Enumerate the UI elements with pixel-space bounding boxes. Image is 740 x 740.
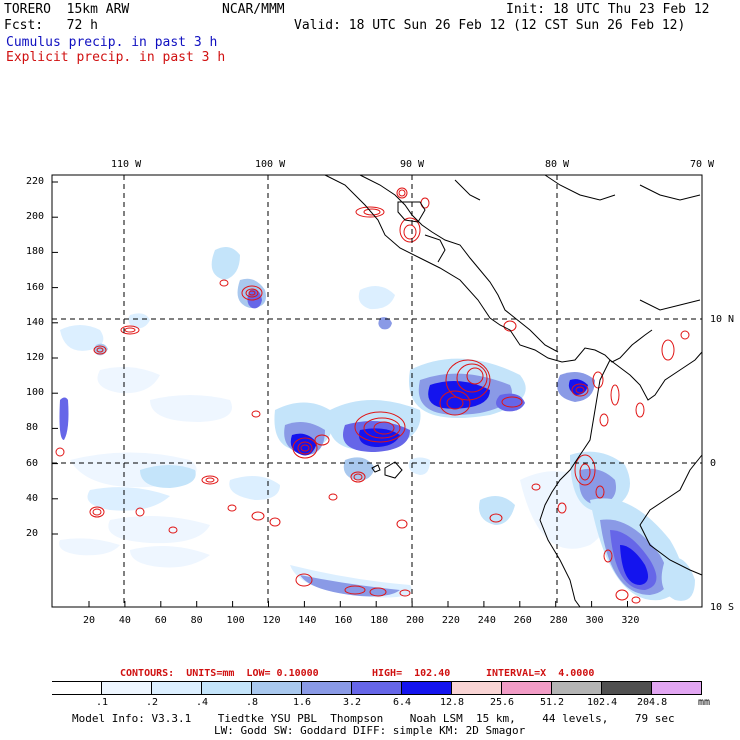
lon-label-110w: 110 W (111, 159, 142, 170)
x-tick-label: 240 (477, 615, 496, 626)
legend-label: 51.2 (540, 697, 565, 708)
x-tick-label: 20 (83, 615, 96, 626)
y-tick-label: 160 (26, 281, 45, 293)
legend-swatch (302, 682, 352, 694)
legend-swatch (452, 682, 502, 694)
lon-label-100w: 100 W (255, 159, 286, 170)
legend-swatch (252, 682, 302, 694)
x-tick-label: 300 (585, 615, 604, 626)
x-tick-label: 220 (441, 615, 460, 626)
legend-swatch (352, 682, 402, 694)
y-tick-label: 40 (26, 492, 39, 504)
explicit-field-label: Explicit precip. in past 3 h (6, 50, 226, 65)
x-tick-label: 260 (513, 615, 532, 626)
coastlines (324, 174, 703, 608)
forecast-hour: Fcst: 72 h (4, 18, 98, 33)
y-tick-label: 20 (26, 528, 39, 539)
y-tick-label: 80 (26, 422, 39, 434)
lat-label-10n: 10 N (710, 314, 735, 325)
legend-swatch (102, 682, 152, 694)
axis-ticks (52, 181, 628, 607)
legend-unit: mm (698, 697, 711, 708)
legend-label: 25.6 (490, 697, 515, 708)
x-tick-label: 160 (334, 615, 353, 626)
valid-time: Valid: 18 UTC Sun 26 Feb 12 (12 CST Sun … (294, 18, 686, 33)
legend-label: .1 (96, 697, 109, 708)
physics-info: LW: Godd SW: Goddard DIFF: simple KM: 2D… (214, 724, 526, 737)
y-tick-label: 200 (26, 211, 45, 223)
y-tick-label: 60 (26, 457, 39, 469)
lat-label-equator: 0 (710, 458, 717, 469)
legend-swatch (602, 682, 652, 694)
x-tick-label: 60 (154, 615, 167, 626)
legend-label: 102.4 (587, 697, 618, 708)
y-tick-label: 180 (26, 246, 45, 258)
cumulus-precip-areas (59, 246, 695, 601)
y-tick-label: 100 (26, 387, 45, 399)
legend-swatch (652, 682, 702, 694)
model-title: TORERO 15km ARW (4, 2, 130, 17)
legend-swatch (52, 682, 102, 694)
graticule (52, 175, 702, 607)
legend-label: 12.8 (440, 697, 465, 708)
legend-label: 1.6 (293, 697, 312, 708)
organization-label: NCAR/MMM (222, 2, 285, 17)
cumulus-field-label: Cumulus precip. in past 3 h (6, 35, 218, 50)
legend-label: .8 (246, 697, 259, 708)
legend-swatch (552, 682, 602, 694)
legend-swatch (202, 682, 252, 694)
legend-label: .4 (196, 697, 209, 708)
y-tick-label: 220 (26, 176, 45, 187)
plot-frame (51, 174, 703, 608)
init-time: Init: 18 UTC Thu 23 Feb 12 (506, 2, 710, 17)
y-tick-label: 120 (26, 352, 45, 363)
contour-high: HIGH= 102.40 (372, 668, 451, 679)
x-tick-label: 280 (549, 615, 568, 626)
legend-swatch (502, 682, 552, 694)
x-tick-label: 200 (406, 615, 425, 626)
contour-interval: INTERVAL=X 4.0000 (486, 668, 595, 679)
legend-label: .2 (146, 697, 159, 708)
explicit-precip-contours (55, 187, 690, 604)
lon-label-90w: 90 W (400, 159, 425, 170)
lat-label-10s: 10 S (710, 602, 735, 613)
legend-swatch (152, 682, 202, 694)
x-tick-label: 100 (226, 615, 245, 626)
x-tick-label: 140 (298, 615, 317, 626)
contour-units: CONTOURS: UNITS=mm LOW= 0.10000 (120, 668, 319, 679)
x-tick-label: 120 (262, 615, 281, 626)
lon-label-80w: 80 W (545, 159, 570, 170)
x-tick-label: 40 (118, 615, 131, 626)
legend-label: 6.4 (393, 697, 412, 708)
legend-label: 3.2 (343, 697, 362, 708)
x-tick-label: 180 (370, 615, 389, 626)
legend-swatch (402, 682, 452, 694)
x-tick-label: 320 (621, 615, 640, 626)
legend-label: 204.8 (637, 697, 668, 708)
y-tick-label: 140 (26, 316, 45, 328)
lon-label-70w: 70 W (690, 159, 715, 170)
model-info: Model Info: V3.3.1 Tiedtke YSU PBL Thomp… (72, 712, 675, 725)
x-tick-label: 80 (190, 615, 203, 626)
